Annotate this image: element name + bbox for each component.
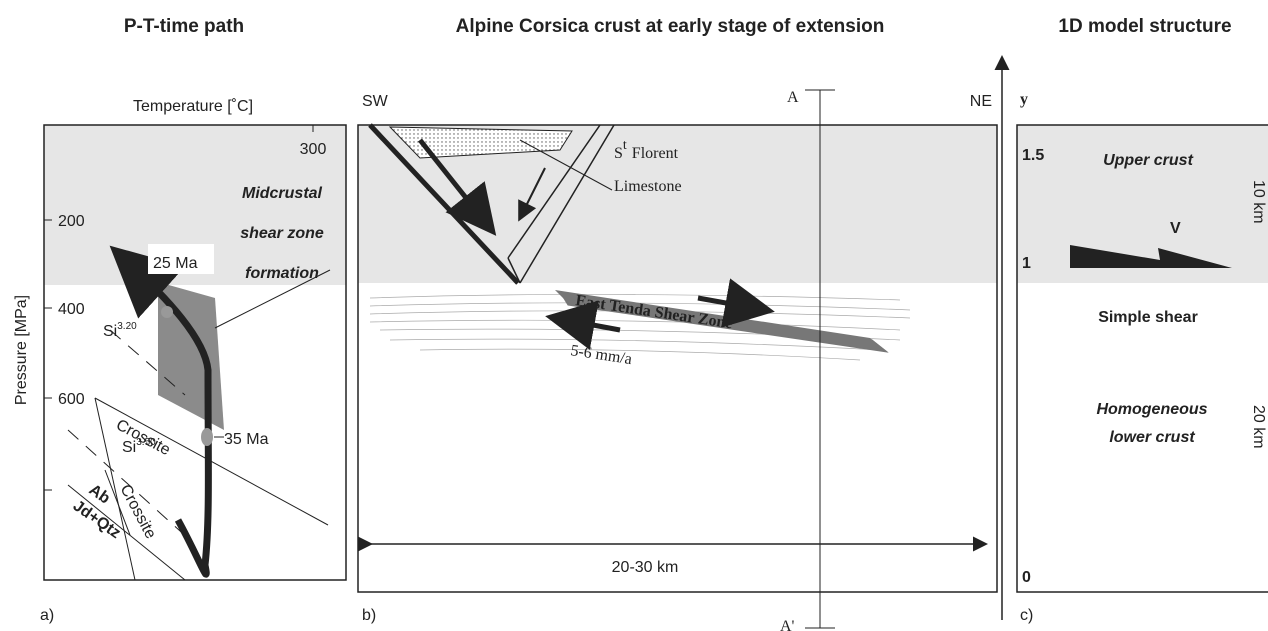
- x-tick-label: 300: [300, 141, 327, 158]
- model-label: Simple shear: [1098, 309, 1198, 326]
- axis-label: Temperature [˚C]: [133, 98, 253, 115]
- age-label: 25 Ma: [153, 255, 198, 272]
- panel-title: 1D model structure: [1058, 16, 1231, 37]
- point: [201, 428, 213, 446]
- annotation: formation: [245, 265, 319, 282]
- panel-label: c): [1020, 607, 1033, 624]
- panel-label: b): [362, 607, 376, 624]
- layer-label: lower crust: [1109, 429, 1195, 446]
- panel-title: P-T-time path: [124, 16, 244, 37]
- direction-label: NE: [970, 93, 992, 110]
- panel-frame: [1016, 124, 1268, 593]
- isoline-label: Si3.20: [103, 321, 137, 340]
- panel-title: Alpine Corsica crust at early stage of e…: [456, 16, 885, 37]
- section-label: A: [787, 89, 799, 106]
- panel-label: a): [40, 607, 54, 624]
- y-tick-label: 1: [1022, 255, 1031, 272]
- point: [161, 306, 173, 318]
- velocity-arrow: [1070, 245, 1232, 268]
- mineral-label: Jd+Qtz: [70, 497, 124, 542]
- direction-label: SW: [362, 93, 389, 110]
- annotation: shear zone: [240, 225, 324, 242]
- width-label: 20-30 km: [612, 559, 679, 576]
- limestone-label: Limestone: [614, 178, 682, 195]
- axis-label: y: [1020, 91, 1028, 108]
- label-box: [148, 244, 214, 274]
- isoline-label: Si3.50: [122, 437, 156, 456]
- y-tick-label: 0: [1022, 569, 1031, 586]
- age-label: 35 Ma: [224, 431, 269, 448]
- limestone-label: St Florent: [614, 138, 679, 162]
- annotation: Midcrustal: [242, 185, 323, 202]
- y-tick-label: 600: [58, 391, 85, 408]
- panel-frame: [43, 124, 347, 581]
- layer-label: Homogeneous: [1096, 401, 1207, 418]
- panel-frame: [357, 124, 998, 593]
- limestone-basin: [388, 126, 573, 159]
- thickness-label: 10 km: [1250, 180, 1267, 224]
- layer-label: Upper crust: [1103, 152, 1193, 169]
- mineral-label: Crossite: [116, 482, 159, 542]
- y-tick-label: 1.5: [1022, 147, 1044, 164]
- y-tick-label: 200: [58, 213, 85, 230]
- axis-label: Pressure [MPa]: [13, 295, 30, 405]
- y-tick-label: 400: [58, 301, 85, 318]
- thickness-label: 20 km: [1250, 405, 1267, 449]
- section-label: A': [780, 618, 795, 631]
- pt-path: [109, 245, 212, 578]
- velocity-label: V: [1170, 220, 1181, 237]
- rate-label: 5-6 mm/a: [569, 342, 633, 368]
- upper-crust: [1017, 125, 1268, 283]
